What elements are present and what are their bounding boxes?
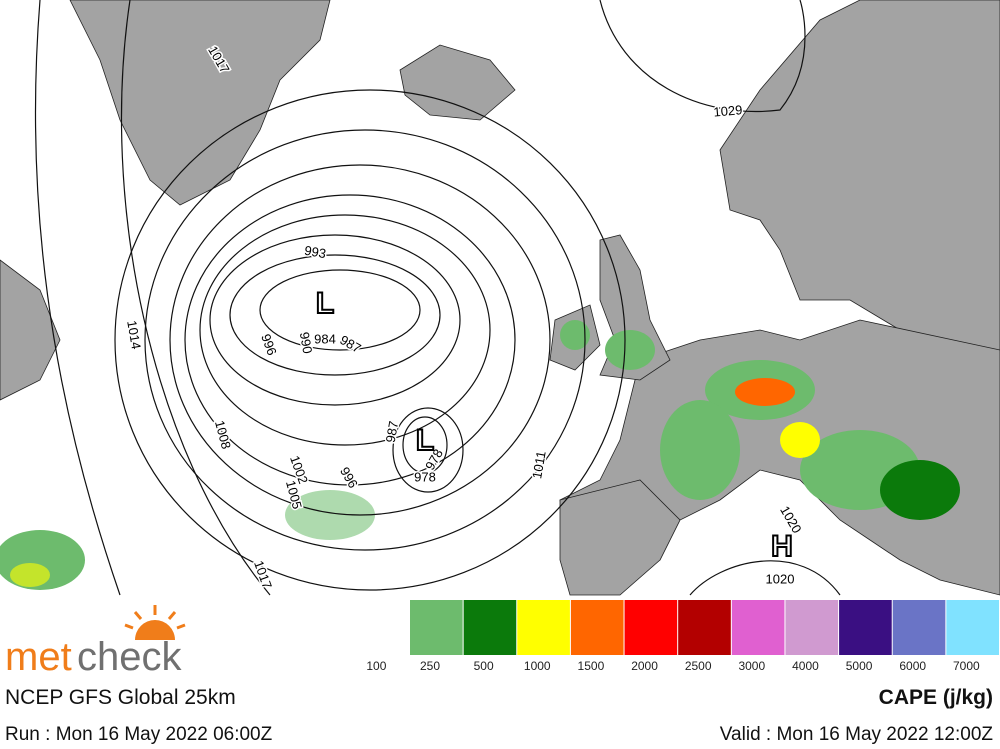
- valid-time: Valid : Mon 16 May 2022 12:00Z: [720, 724, 994, 745]
- legend-swatch: [785, 600, 839, 655]
- legend-swatch: [410, 600, 463, 655]
- legend-label: 1500: [578, 659, 605, 673]
- isobars: [34, 0, 841, 596]
- footer: met check NCEP GFS Global 25km Run : Mon…: [5, 600, 999, 745]
- legend-swatch: [463, 600, 517, 655]
- isobar-label: 984: [314, 331, 336, 346]
- brand: check: [77, 635, 182, 679]
- legend-swatch: [731, 600, 785, 655]
- legend-label: 100: [366, 659, 386, 673]
- cape-patches: [0, 320, 960, 590]
- isobar-label: 1029: [713, 102, 743, 119]
- isobar-label: 978: [414, 469, 436, 484]
- isobar-label: 1020: [766, 571, 795, 586]
- isobar-label: 1014: [124, 319, 144, 350]
- legend-label: 1000: [524, 659, 551, 673]
- legend-label: 4000: [792, 659, 819, 673]
- legend-label: 6000: [899, 659, 926, 673]
- legend-label: 2500: [685, 659, 712, 673]
- legend-label: 3000: [738, 659, 765, 673]
- isobar-label: 993: [303, 243, 327, 262]
- legend-label: 500: [474, 659, 494, 673]
- legend-label: 250: [420, 659, 440, 673]
- run-time: Run : Mon 16 May 2022 06:00Z: [5, 724, 273, 745]
- legend-swatch: [892, 600, 946, 655]
- legend-swatch: [839, 600, 892, 655]
- pressure-center: H: [771, 530, 793, 563]
- isobar-label: 1011: [529, 450, 549, 480]
- legend-swatch: [624, 600, 678, 655]
- pressure-center: L: [316, 287, 334, 320]
- pressure-center: L: [416, 424, 434, 457]
- legend-swatch: [517, 600, 570, 655]
- model-name: NCEP GFS Global 25km: [5, 686, 236, 709]
- brand: met: [5, 635, 72, 679]
- isobar-label: 987: [383, 420, 402, 444]
- legend-label: 7000: [953, 659, 980, 673]
- legend-title: CAPE (j/kg): [879, 686, 993, 709]
- isobar-label: 990: [297, 331, 316, 355]
- legend-swatch: [678, 600, 731, 655]
- legend-label: 5000: [846, 659, 873, 673]
- legend-swatch: [570, 600, 624, 655]
- legend-label: 2000: [631, 659, 658, 673]
- legend-swatch: [946, 600, 999, 655]
